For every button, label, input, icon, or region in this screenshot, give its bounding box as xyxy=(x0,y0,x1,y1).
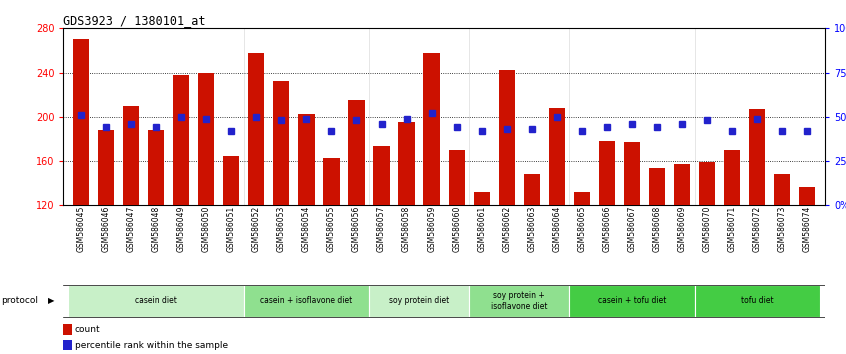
Text: GDS3923 / 1380101_at: GDS3923 / 1380101_at xyxy=(63,14,206,27)
Text: GSM586059: GSM586059 xyxy=(427,205,437,252)
Text: GSM586047: GSM586047 xyxy=(127,205,135,252)
Text: GSM586051: GSM586051 xyxy=(227,205,236,252)
Text: GSM586067: GSM586067 xyxy=(628,205,636,252)
Bar xyxy=(299,114,315,205)
Text: GSM586053: GSM586053 xyxy=(277,205,286,252)
Text: GSM586056: GSM586056 xyxy=(352,205,361,252)
Bar xyxy=(69,285,244,317)
Bar xyxy=(649,168,665,205)
Bar xyxy=(349,100,365,205)
Bar xyxy=(569,285,695,317)
Bar xyxy=(369,285,470,317)
Bar xyxy=(470,285,569,317)
Bar xyxy=(498,70,515,205)
Bar xyxy=(599,141,615,205)
Text: soy protein +
isoflavone diet: soy protein + isoflavone diet xyxy=(491,291,547,310)
Bar xyxy=(198,73,214,205)
Bar xyxy=(373,145,390,205)
Bar xyxy=(223,155,239,205)
Bar xyxy=(674,164,690,205)
Bar xyxy=(63,340,72,350)
Text: count: count xyxy=(74,325,101,334)
Text: GSM586048: GSM586048 xyxy=(151,205,161,252)
Bar xyxy=(173,75,190,205)
Text: GSM586057: GSM586057 xyxy=(377,205,386,252)
Bar xyxy=(574,192,590,205)
Text: protocol: protocol xyxy=(1,296,38,306)
Text: GSM586052: GSM586052 xyxy=(252,205,261,252)
Text: GSM586068: GSM586068 xyxy=(652,205,662,252)
Text: percentile rank within the sample: percentile rank within the sample xyxy=(74,341,228,350)
Bar xyxy=(699,162,715,205)
Text: GSM586074: GSM586074 xyxy=(803,205,812,252)
Bar xyxy=(424,53,440,205)
Text: GSM586063: GSM586063 xyxy=(527,205,536,252)
Text: GSM586065: GSM586065 xyxy=(578,205,586,252)
Bar xyxy=(749,109,766,205)
Text: GSM586073: GSM586073 xyxy=(777,205,787,252)
Text: GSM586072: GSM586072 xyxy=(753,205,761,252)
Bar xyxy=(248,53,265,205)
Bar xyxy=(63,324,72,335)
Bar xyxy=(398,122,415,205)
Text: GSM586046: GSM586046 xyxy=(102,205,111,252)
Bar xyxy=(799,187,816,205)
Text: GSM586045: GSM586045 xyxy=(76,205,85,252)
Bar xyxy=(323,158,339,205)
Text: GSM586050: GSM586050 xyxy=(201,205,211,252)
Text: casein + tofu diet: casein + tofu diet xyxy=(598,296,666,306)
Bar xyxy=(148,130,164,205)
Bar xyxy=(73,39,89,205)
Bar xyxy=(624,142,640,205)
Text: GSM586066: GSM586066 xyxy=(602,205,612,252)
Bar xyxy=(549,108,565,205)
Bar xyxy=(448,150,464,205)
Bar xyxy=(244,285,369,317)
Text: GSM586070: GSM586070 xyxy=(703,205,711,252)
Text: ▶: ▶ xyxy=(48,296,55,306)
Bar xyxy=(774,174,790,205)
Text: casein diet: casein diet xyxy=(135,296,177,306)
Text: GSM586058: GSM586058 xyxy=(402,205,411,252)
Text: GSM586055: GSM586055 xyxy=(327,205,336,252)
Text: GSM586071: GSM586071 xyxy=(728,205,737,252)
Text: soy protein diet: soy protein diet xyxy=(389,296,449,306)
Text: GSM586054: GSM586054 xyxy=(302,205,310,252)
Text: GSM586060: GSM586060 xyxy=(452,205,461,252)
Bar xyxy=(98,130,114,205)
Text: GSM586062: GSM586062 xyxy=(503,205,511,252)
Text: GSM586064: GSM586064 xyxy=(552,205,562,252)
Bar xyxy=(695,285,820,317)
Text: GSM586049: GSM586049 xyxy=(177,205,185,252)
Text: casein + isoflavone diet: casein + isoflavone diet xyxy=(261,296,353,306)
Bar xyxy=(123,106,140,205)
Bar xyxy=(724,150,740,205)
Text: tofu diet: tofu diet xyxy=(741,296,773,306)
Bar xyxy=(524,174,540,205)
Text: GSM586069: GSM586069 xyxy=(678,205,687,252)
Bar xyxy=(474,192,490,205)
Bar xyxy=(273,81,289,205)
Text: GSM586061: GSM586061 xyxy=(477,205,486,252)
